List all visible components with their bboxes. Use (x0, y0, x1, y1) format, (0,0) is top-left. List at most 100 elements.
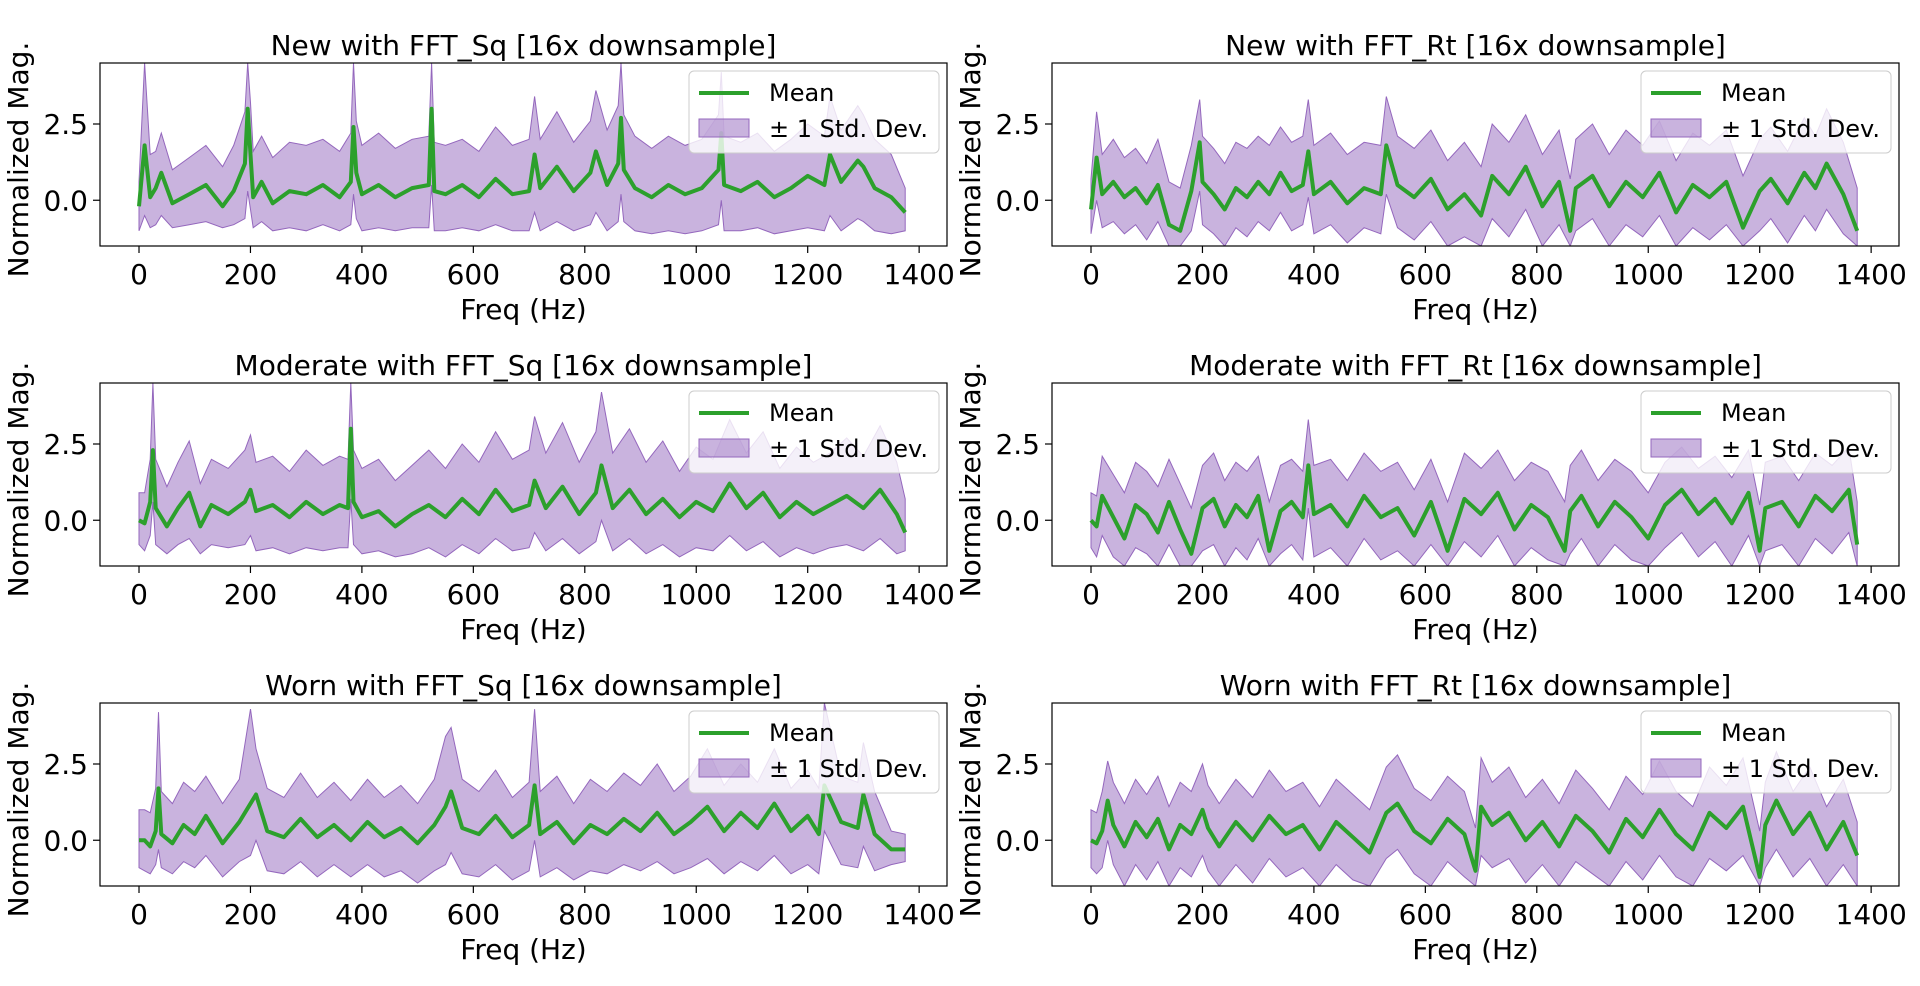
axes-frame (99, 702, 948, 887)
subplot-2: 0 200 400 600 800 1000 1200 1400 0.0 2.5 New with … (954, 29, 1907, 326)
x-axis-label: Freq (Hz) (460, 933, 586, 966)
subplot-1: 0 200 400 600 800 1000 1200 1400 0.0 2.5 New with … (2, 29, 955, 326)
x-tick-label: 200 (1176, 578, 1229, 611)
legend-mean-label: Mean (769, 399, 834, 427)
x-tick-label: 0 (130, 898, 148, 931)
x-tick-label: 600 (1399, 578, 1452, 611)
legend: Mean ± 1 Std. Dev. (1640, 70, 1892, 154)
legend-band-label: ± 1 Std. Dev. (769, 115, 928, 143)
subplot-6: 0 200 400 600 800 1000 1200 1400 0.0 2.5 Worn with… (954, 669, 1907, 966)
y-tick-label: 2.5 (995, 428, 1040, 461)
legend-band-swatch (698, 438, 750, 458)
legend-mean-label: Mean (1721, 399, 1786, 427)
legend-mean-label: Mean (1721, 719, 1786, 747)
x-tick-label: 800 (558, 258, 611, 291)
x-tick-label: 1000 (661, 578, 732, 611)
subplot-title: New with FFT_Sq [16x downsample] (271, 29, 777, 62)
x-tick-label: 1400 (1836, 258, 1907, 291)
x-tick-label: 1400 (884, 898, 955, 931)
mean-line (139, 783, 906, 852)
y-axis-label: Normalized Mag. (2, 362, 35, 598)
axes-frame (1051, 62, 1900, 247)
y-axis-label: Normalized Mag. (954, 682, 987, 918)
x-tick-label: 200 (1176, 258, 1229, 291)
legend-band-swatch (1650, 758, 1702, 778)
x-tick-label: 600 (1399, 898, 1452, 931)
x-tick-label: 600 (447, 898, 500, 931)
x-tick-label: 1000 (1613, 578, 1684, 611)
y-tick-label: 2.5 (995, 748, 1040, 781)
legend: Mean ± 1 Std. Dev. (688, 710, 940, 794)
subplot-title: Moderate with FFT_Sq [16x downsample] (235, 349, 813, 382)
x-tick-label: 200 (224, 258, 277, 291)
mean-line (1090, 798, 1860, 879)
legend-band-swatch (1650, 118, 1702, 138)
x-tick-label: 1200 (772, 258, 843, 291)
x-axis-label: Freq (Hz) (1412, 293, 1538, 326)
y-tick-label: 2.5 (43, 428, 88, 461)
subplot-3: 0 200 400 600 800 1000 1200 1400 0.0 2.5 Moderate … (2, 349, 955, 646)
subplot-title: New with FFT_Rt [16x downsample] (1225, 29, 1726, 62)
x-tick-label: 600 (447, 578, 500, 611)
x-tick-label: 1400 (884, 578, 955, 611)
plot-area (138, 383, 908, 558)
y-tick-label: 2.5 (43, 748, 88, 781)
plot-area (138, 703, 906, 884)
x-tick-label: 1200 (772, 578, 843, 611)
x-tick-label: 1400 (1836, 578, 1907, 611)
plot-area (1089, 96, 1860, 246)
x-tick-label: 1000 (1613, 898, 1684, 931)
legend-band-swatch (698, 118, 750, 138)
legend-band-swatch (698, 758, 750, 778)
legend: Mean ± 1 Std. Dev. (1640, 710, 1892, 794)
x-tick-label: 200 (224, 898, 277, 931)
axes-frame (1051, 382, 1900, 567)
subplot-title: Worn with FFT_Rt [16x downsample] (1220, 669, 1732, 702)
legend: Mean ± 1 Std. Dev. (688, 390, 940, 474)
y-axis-label: Normalized Mag. (954, 362, 987, 598)
y-tick-label: 0.0 (995, 504, 1040, 537)
plot-area (1089, 419, 1860, 566)
x-tick-label: 400 (1287, 578, 1340, 611)
x-tick-label: 1400 (1836, 898, 1907, 931)
x-tick-label: 1400 (884, 258, 955, 291)
axes-frame (99, 382, 948, 567)
y-tick-label: 0.0 (43, 504, 88, 537)
x-tick-label: 400 (335, 258, 388, 291)
x-tick-label: 200 (224, 578, 277, 611)
x-tick-label: 200 (1176, 898, 1229, 931)
x-axis-label: Freq (Hz) (1412, 613, 1538, 646)
x-tick-label: 1000 (1613, 258, 1684, 291)
x-axis-label: Freq (Hz) (460, 293, 586, 326)
y-tick-label: 0.0 (43, 184, 88, 217)
x-tick-label: 0 (130, 258, 148, 291)
x-tick-label: 600 (1399, 258, 1452, 291)
y-axis-label: Normalized Mag. (2, 682, 35, 918)
std-dev-band (138, 703, 906, 884)
x-tick-label: 400 (335, 898, 388, 931)
x-tick-label: 400 (1287, 258, 1340, 291)
y-axis-label: Normalized Mag. (2, 42, 35, 278)
x-tick-label: 800 (558, 898, 611, 931)
mean-line (1089, 140, 1860, 233)
x-axis-label: Freq (Hz) (1412, 933, 1538, 966)
legend-band-label: ± 1 Std. Dev. (1721, 435, 1880, 463)
std-dev-band (1090, 419, 1858, 566)
x-tick-label: 400 (335, 578, 388, 611)
x-tick-label: 800 (1510, 578, 1563, 611)
std-dev-band (1090, 96, 1858, 246)
x-tick-label: 1200 (772, 898, 843, 931)
x-tick-label: 800 (1510, 258, 1563, 291)
y-tick-label: 0.0 (43, 824, 88, 857)
subplot-title: Moderate with FFT_Rt [16x downsample] (1189, 349, 1762, 382)
x-tick-label: 0 (1082, 258, 1100, 291)
legend-band-swatch (1650, 438, 1702, 458)
x-tick-label: 1200 (1724, 898, 1795, 931)
subplot-4: 0 200 400 600 800 1000 1200 1400 0.0 2.5 Moderate … (954, 349, 1907, 646)
x-tick-label: 0 (130, 578, 148, 611)
y-tick-label: 0.0 (995, 824, 1040, 857)
axes-frame (99, 62, 948, 247)
x-tick-label: 600 (447, 258, 500, 291)
legend: Mean ± 1 Std. Dev. (1640, 390, 1892, 474)
subplot-5: 0 200 400 600 800 1000 1200 1400 0.0 2.5 Worn with… (2, 669, 955, 966)
